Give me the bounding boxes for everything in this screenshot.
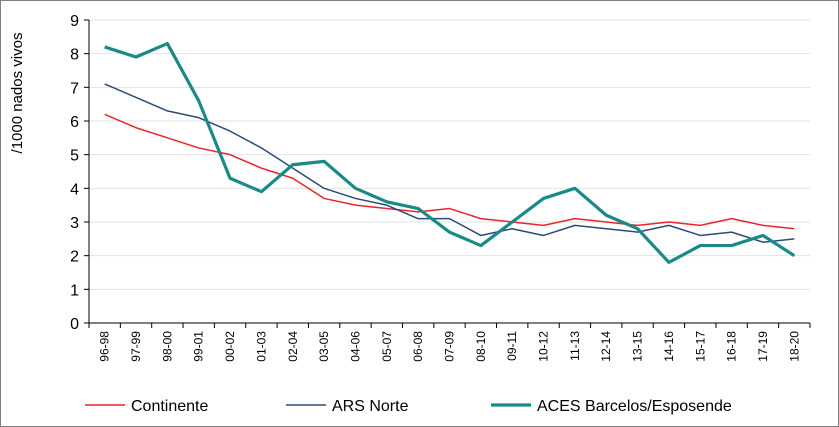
x-tick-label: 98-00 [160, 331, 174, 362]
y-tick-label: 6 [70, 114, 79, 131]
legend: Continente ARS Norte ACES Barcelos/Esposen… [85, 398, 732, 415]
legend-label: Continente [131, 398, 208, 415]
x-tick-labels: 96-98 97-99 98-00 99-01 00-02 01-03 02-04 03-05… [98, 331, 802, 362]
x-tick-label: 03-05 [317, 331, 331, 362]
series-lines [104, 41, 796, 264]
x-tick-label: 09-11 [505, 331, 519, 361]
x-tick-label: 97-99 [129, 331, 143, 362]
x-tick-label: 99-01 [192, 331, 206, 362]
y-tick-label: 3 [70, 215, 79, 232]
legend-label: ACES Barcelos/Esposende [537, 398, 732, 415]
x-tick-label: 16-18 [725, 331, 739, 362]
legend-label: ARS Norte [332, 398, 409, 415]
x-tick-label: 02-04 [286, 331, 300, 362]
y-tick-label: 7 [70, 80, 79, 97]
x-tick-label: 04-06 [348, 331, 362, 362]
x-tick-label: 07-09 [443, 331, 457, 362]
y-tick-label: 8 [70, 47, 79, 64]
y-tick-labels: 0 1 2 3 4 5 6 7 8 9 [70, 13, 79, 333]
x-tick-label: 00-02 [223, 331, 237, 362]
series-line-continente [104, 113, 795, 230]
x-tick-label: 14-16 [662, 331, 676, 362]
x-tick-label: 01-03 [254, 331, 268, 362]
x-tick-label: 11-13 [568, 331, 582, 361]
x-tick-label: 13-15 [631, 331, 645, 362]
y-tick-label: 5 [70, 148, 79, 165]
y-tick-label: 2 [70, 249, 79, 266]
y-tick-label: 1 [70, 282, 79, 299]
x-tick-label: 10-12 [537, 331, 551, 362]
y-tick-label: 4 [70, 181, 79, 198]
gridlines [89, 19, 810, 290]
x-tick-label: 06-08 [411, 331, 425, 362]
x-tick-label: 15-17 [693, 331, 707, 362]
x-tick-label: 12-14 [599, 331, 613, 362]
y-axis-label: /1000 nados vivos [9, 33, 26, 154]
axes [84, 19, 811, 328]
x-tick-label: 08-10 [474, 331, 488, 362]
x-tick-label: 96-98 [98, 331, 112, 362]
y-tick-label: 0 [70, 316, 79, 333]
x-tick-label: 18-20 [787, 331, 801, 362]
x-tick-label: 05-07 [380, 331, 394, 362]
series-line-ars-norte [104, 83, 795, 243]
x-tick-label: 17-19 [756, 331, 770, 362]
series-line-aces-barcelos-esposende [104, 41, 796, 264]
y-tick-label: 9 [70, 13, 79, 30]
